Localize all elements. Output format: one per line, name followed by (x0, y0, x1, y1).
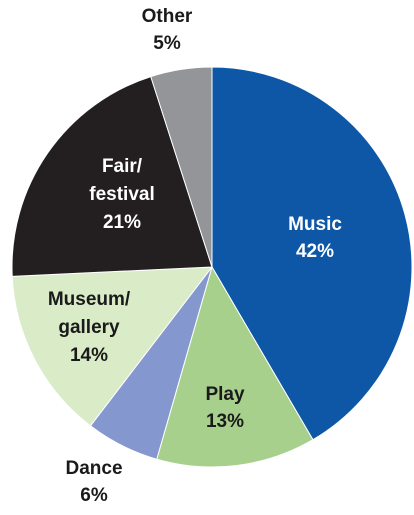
label-name: Music (288, 214, 342, 235)
label-percent: 14% (70, 345, 108, 366)
label-fair-festival: Fair/festival 21% (89, 156, 154, 233)
label-percent: 6% (80, 485, 108, 506)
label-other: Other 5% (142, 6, 193, 54)
label-name: festival (89, 184, 154, 205)
slice-other (150, 66, 213, 268)
slice-museum-gallery (11, 266, 214, 427)
pie-labels: Music 42% Play 13% Dance 6% Museum/gallery 14% F… (48, 6, 343, 506)
label-music: Music 42% (288, 214, 342, 262)
label-name: Other (142, 6, 193, 27)
slice-music (211, 66, 413, 441)
label-name: Dance (65, 458, 122, 479)
label-percent: 42% (296, 241, 334, 262)
label-name: Fair/ (102, 156, 143, 177)
label-name: Play (205, 384, 245, 405)
label-percent: 13% (206, 411, 244, 432)
label-percent: 5% (153, 33, 181, 54)
label-name: Museum/ (48, 289, 131, 310)
pie-slices (11, 66, 413, 468)
label-name: gallery (58, 317, 120, 338)
label-dance: Dance 6% (65, 458, 122, 506)
label-play: Play 13% (205, 384, 245, 432)
label-museum-gallery: Museum/gallery 14% (48, 289, 131, 366)
slice-play (156, 265, 314, 468)
label-percent: 21% (103, 212, 141, 233)
slice-fair-festival (11, 75, 213, 277)
